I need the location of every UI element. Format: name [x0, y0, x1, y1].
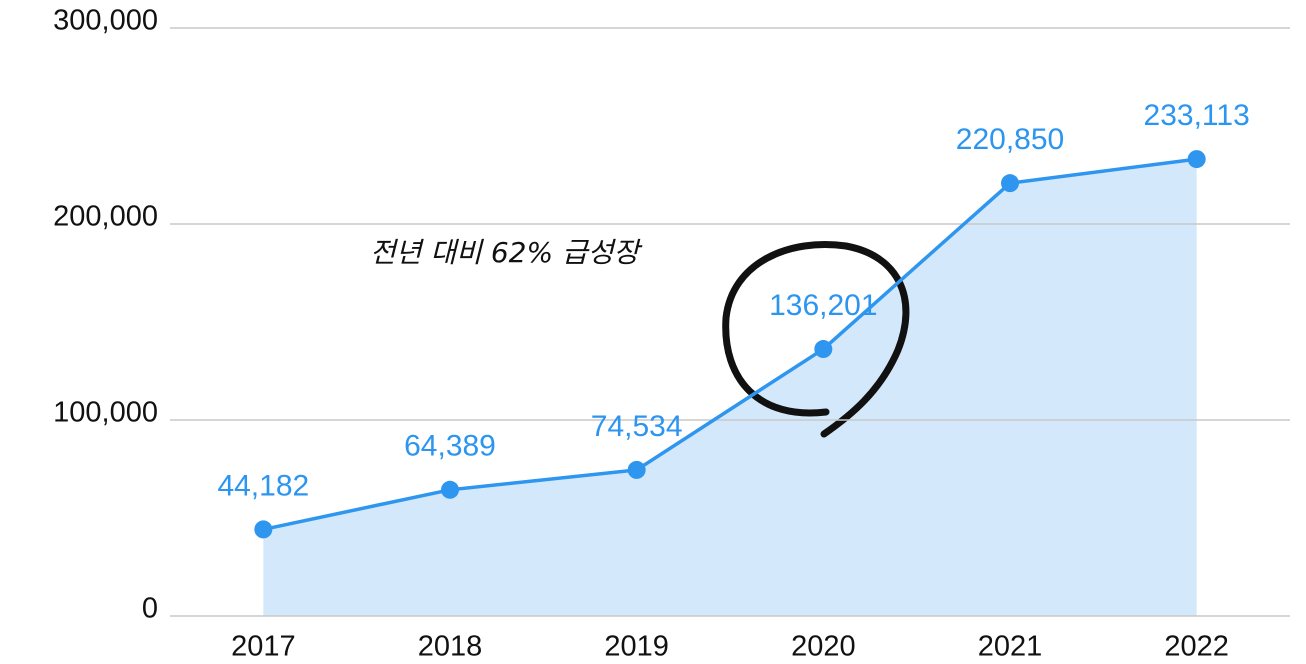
y-tick-label: 0 — [142, 593, 158, 625]
value-label: 74,534 — [591, 410, 683, 443]
y-tick-label: 300,000 — [53, 5, 158, 37]
point — [627, 460, 646, 479]
line — [262, 157, 1197, 532]
value-label: 64,389 — [404, 430, 496, 463]
point — [814, 340, 833, 359]
area — [263, 159, 1197, 617]
point — [254, 520, 273, 539]
value-label: 220,850 — [956, 123, 1064, 156]
value-label: 44,182 — [217, 469, 309, 502]
x-tick-label: 2021 — [978, 631, 1043, 663]
circle-highlight — [722, 241, 910, 438]
x-tick-label: 2020 — [791, 631, 856, 663]
point — [441, 480, 459, 499]
annotation: 전년 대비 62% 급성장 — [370, 236, 642, 269]
value-label: 233,113 — [1144, 99, 1250, 132]
y-tick-label: 100,000 — [53, 397, 158, 429]
value-label: 136,201 — [769, 289, 877, 322]
x-tick-label: 2019 — [604, 631, 669, 663]
y-tick-label: 200,000 — [53, 201, 158, 233]
point — [1187, 150, 1206, 169]
point — [1001, 174, 1019, 193]
x-tick-label: 2017 — [231, 631, 296, 663]
x-tick-label: 2022 — [1164, 631, 1229, 663]
x-tick-label: 2018 — [418, 631, 483, 663]
